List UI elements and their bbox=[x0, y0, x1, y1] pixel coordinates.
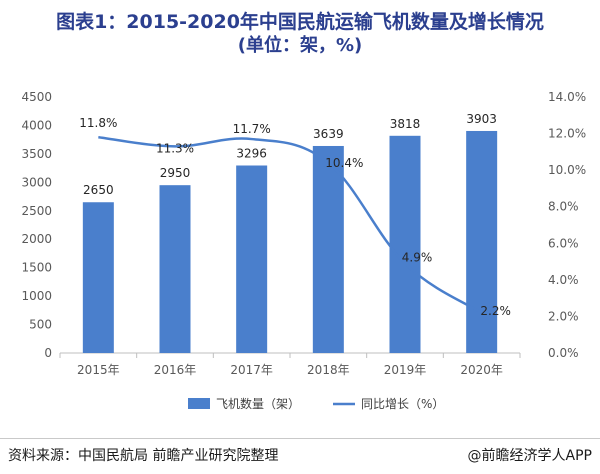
x-tick-label: 2015年 bbox=[77, 363, 120, 377]
y-left-tick-label: 4500 bbox=[21, 90, 52, 104]
chart-subtitle: (单位：架，%) bbox=[237, 35, 363, 56]
growth-line bbox=[98, 135, 483, 314]
bar-value-label: 3296 bbox=[236, 146, 267, 160]
footer: 资料来源：中国民航局 前瞻产业研究院整理 @前瞻经济学人APP bbox=[0, 438, 600, 474]
x-tick-label: 2017年 bbox=[230, 363, 273, 377]
bar-value-label: 3903 bbox=[466, 112, 497, 126]
line-value-label: 11.7% bbox=[233, 122, 271, 136]
bar-value-label: 2950 bbox=[160, 166, 191, 180]
bar-value-label: 3818 bbox=[390, 117, 421, 131]
bar bbox=[312, 145, 344, 353]
legend: 飞机数量（架） 同比增长（%） bbox=[188, 396, 444, 411]
bar-value-label: 2650 bbox=[83, 183, 114, 197]
y-left-tick-label: 4000 bbox=[21, 118, 52, 132]
chart-title-main: 图表1：2015-2020年中国民航运输飞机数量及增长情况 bbox=[56, 11, 544, 33]
y-right-tick-label: 8.0% bbox=[548, 200, 579, 214]
y-right-tick-label: 0.0% bbox=[548, 346, 579, 360]
y-right-tick-label: 10.0% bbox=[548, 163, 586, 177]
bar bbox=[159, 185, 191, 353]
y-left-tick-label: 0 bbox=[44, 346, 52, 360]
y-right-tick-label: 4.0% bbox=[548, 273, 579, 287]
x-tick-label: 2019年 bbox=[384, 363, 427, 377]
y-left-tick-label: 3000 bbox=[21, 175, 52, 189]
line-labels: 11.8% 11.3% 11.7% 10.4% 4.9% 2.2% bbox=[79, 116, 511, 318]
bar bbox=[82, 202, 114, 353]
line-value-label: 11.3% bbox=[156, 141, 194, 155]
y-left-tick-label: 1000 bbox=[21, 289, 52, 303]
brand-credit: @前瞻经济学人APP bbox=[467, 448, 592, 464]
bar-value-label: 3639 bbox=[313, 127, 344, 141]
y-left-tick-label: 3500 bbox=[21, 147, 52, 161]
bar bbox=[389, 135, 421, 353]
legend-swatch-bar bbox=[188, 398, 210, 409]
y-left-tick-label: 2500 bbox=[21, 204, 52, 218]
chart-canvas: 0 500 1000 1500 2000 2500 3000 3500 4000 4500 0.0… bbox=[21, 90, 586, 411]
y-left-tick-label: 2000 bbox=[21, 232, 52, 246]
y-axis-left: 0 500 1000 1500 2000 2500 3000 3500 4000 4500 bbox=[21, 90, 52, 360]
y-right-tick-label: 14.0% bbox=[548, 90, 586, 104]
bar-series bbox=[82, 130, 498, 353]
line-series bbox=[98, 135, 483, 314]
y-right-tick-label: 6.0% bbox=[548, 236, 579, 250]
line-value-label: 4.9% bbox=[402, 250, 433, 264]
legend-label-line: 同比增长（%） bbox=[361, 397, 444, 411]
x-tick-label: 2018年 bbox=[307, 363, 350, 377]
line-value-label: 10.4% bbox=[325, 156, 363, 170]
y-left-tick-label: 1500 bbox=[21, 261, 52, 275]
bar bbox=[236, 165, 268, 353]
y-right-tick-label: 2.0% bbox=[548, 309, 579, 323]
line-value-label: 11.8% bbox=[79, 116, 117, 130]
x-axis: 2015年 2016年 2017年 2018年 2019年 2020年 bbox=[59, 352, 521, 377]
bar-labels: 2650 2950 3296 3639 3818 3903 bbox=[83, 112, 497, 197]
y-axis-right: 0.0% 2.0% 4.0% 6.0% 8.0% 10.0% 12.0% 14.0% bbox=[548, 90, 586, 360]
x-tick-label: 2020年 bbox=[460, 363, 503, 377]
chart-title: 图表1：2015-2020年中国民航运输飞机数量及增长情况 (单位：架，%) bbox=[0, 10, 600, 58]
x-tick-label: 2016年 bbox=[154, 363, 197, 377]
legend-label-bar: 飞机数量（架） bbox=[216, 396, 300, 411]
bar bbox=[466, 130, 498, 353]
line-value-label: 2.2% bbox=[480, 304, 511, 318]
source-note: 资料来源：中国民航局 前瞻产业研究院整理 bbox=[8, 448, 279, 464]
y-left-tick-label: 500 bbox=[29, 318, 52, 332]
y-right-tick-label: 12.0% bbox=[548, 127, 586, 141]
